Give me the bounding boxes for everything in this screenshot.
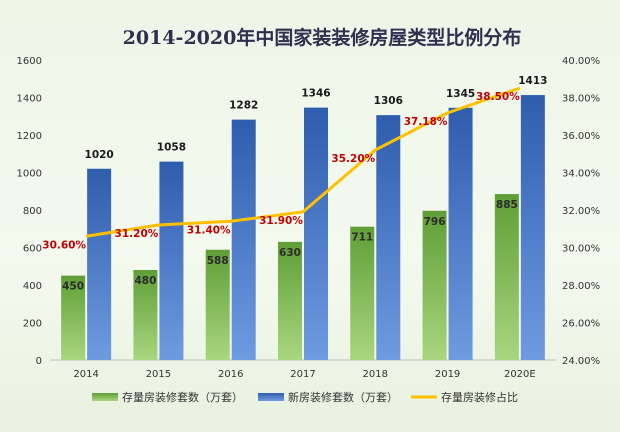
bar-new-housing <box>448 107 473 360</box>
bar-existing-value-label: 480 <box>134 275 156 287</box>
y-left-tick-label: 1600 <box>17 56 42 67</box>
bar-existing-value-label: 450 <box>62 281 84 293</box>
bar-new-value-label: 1346 <box>301 88 330 100</box>
y-left-tick-label: 800 <box>23 206 42 217</box>
bar-new-housing <box>159 161 184 360</box>
y-left-tick-label: 600 <box>23 244 42 255</box>
x-tick-label: 2016 <box>218 369 243 380</box>
bar-existing-housing <box>61 275 86 360</box>
y-right-tick-label: 40.00% <box>562 56 600 67</box>
bar-existing-value-label: 630 <box>279 247 301 259</box>
y-left-tick-label: 0 <box>36 356 42 367</box>
bar-new-housing <box>304 107 328 360</box>
bar-existing-housing <box>205 249 230 360</box>
x-tick-label: 2020E <box>504 369 536 380</box>
y-left-tick-label: 1400 <box>17 94 42 105</box>
y-right-tick-label: 26.00% <box>562 319 600 330</box>
bar-existing-housing <box>422 210 447 360</box>
bar-existing-housing <box>278 241 302 360</box>
bar-new-value-label: 1020 <box>85 149 114 161</box>
chart-title: 2014-2020年中国家装装修房屋类型比例分布 <box>123 26 522 49</box>
x-tick-label: 2018 <box>363 369 388 380</box>
ratio-value-label: 30.60% <box>42 239 86 251</box>
bar-new-value-label: 1282 <box>229 100 258 112</box>
ratio-line <box>85 86 521 238</box>
y-left-tick-label: 400 <box>23 281 42 292</box>
bar-new-housing <box>520 95 545 360</box>
bar-new-housing <box>376 115 401 360</box>
y-right-tick-label: 36.00% <box>562 131 600 142</box>
ratio-value-label: 37.18% <box>404 116 448 128</box>
y-right-tick-label: 24.00% <box>562 356 600 367</box>
legend-swatch <box>92 393 118 401</box>
ratio-value-label: 35.20% <box>331 153 375 165</box>
ratio-value-label: 31.40% <box>187 224 231 236</box>
y-right-tick-label: 34.00% <box>562 169 600 180</box>
y-right-tick-label: 32.00% <box>562 206 600 217</box>
bar-new-value-label: 1345 <box>446 88 475 100</box>
y-left-tick-label: 200 <box>23 319 42 330</box>
x-tick-label: 2015 <box>146 369 171 380</box>
y-right-tick-label: 28.00% <box>562 281 600 292</box>
legend-label: 存量房装修套数（万套） <box>122 390 243 404</box>
legend-swatch <box>258 393 284 401</box>
bar-new-value-label: 1058 <box>157 142 186 154</box>
x-tick-label: 2017 <box>290 369 315 380</box>
bar-existing-value-label: 588 <box>207 255 229 267</box>
ratio-value-label: 31.90% <box>259 215 303 227</box>
bar-existing-housing <box>350 226 375 360</box>
y-left-tick-label: 1000 <box>17 169 42 180</box>
ratio-value-label: 31.20% <box>115 228 159 240</box>
ratio-value-label: 38.50% <box>476 91 520 103</box>
bar-new-housing <box>87 168 112 360</box>
bar-existing-value-label: 711 <box>351 232 373 244</box>
bar-existing-housing <box>133 270 158 360</box>
y-right-tick-label: 30.00% <box>562 244 600 255</box>
bar-new-value-label: 1413 <box>518 75 547 87</box>
bar-existing-housing <box>494 194 519 360</box>
x-tick-label: 2014 <box>73 369 98 380</box>
bar-new-housing <box>231 119 256 360</box>
bar-existing-value-label: 885 <box>496 199 518 211</box>
legend-label: 新房装修套数（万套） <box>288 390 398 404</box>
y-right-tick-label: 38.00% <box>562 94 600 105</box>
bar-existing-value-label: 796 <box>424 216 446 228</box>
bar-new-value-label: 1306 <box>374 95 403 107</box>
x-tick-label: 2019 <box>435 369 460 380</box>
y-left-tick-label: 1200 <box>17 131 42 142</box>
legend-label: 存量房装修占比 <box>441 390 518 404</box>
